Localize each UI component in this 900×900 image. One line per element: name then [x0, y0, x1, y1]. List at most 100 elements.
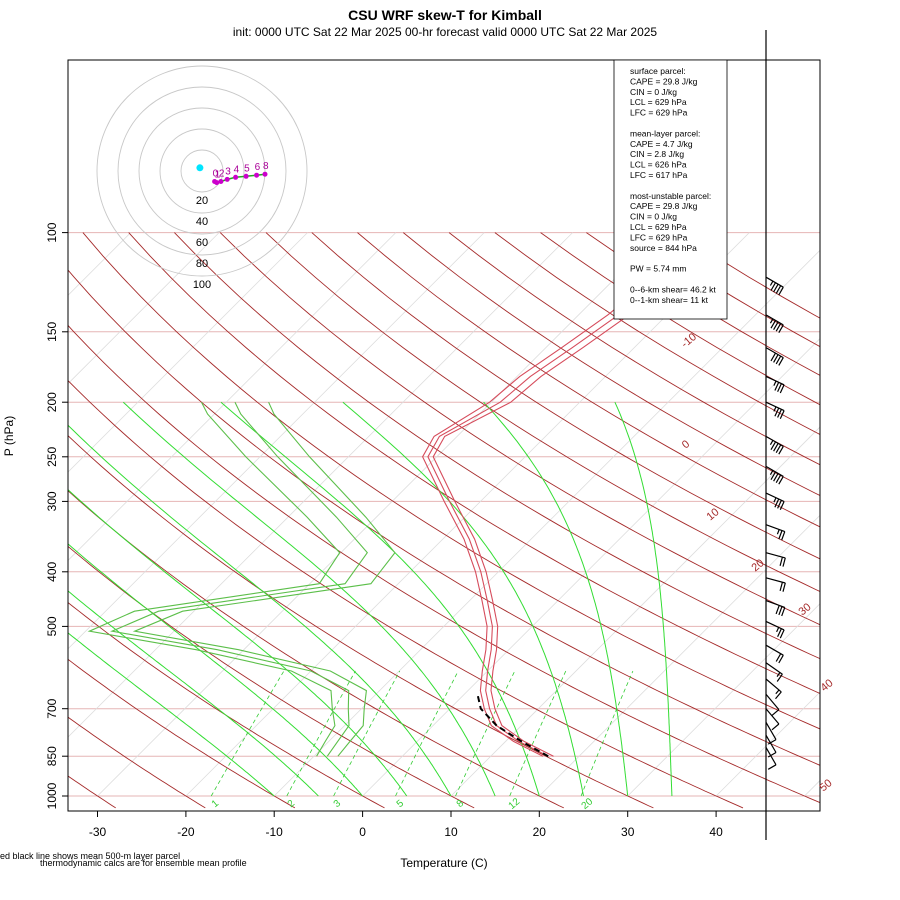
wind-barb-flag	[774, 498, 780, 508]
stats-line: CAPE = 4.7 J/kg	[630, 139, 693, 149]
wind-barbs	[765, 276, 786, 770]
x-axis-label: Temperature (C)	[400, 856, 487, 870]
moist-adiabat	[68, 590, 319, 797]
wind-barb	[765, 435, 784, 455]
x-tick-label: 40	[709, 825, 723, 839]
dewpoint-trace	[132, 401, 396, 757]
calc-note: thermodynamic calcs are for ensemble mea…	[40, 858, 247, 868]
temperature-axis: -30 -20 -10 0 10 20 30 40	[89, 811, 723, 839]
wind-barb-shaft	[765, 375, 785, 386]
y-tick-label: 850	[45, 746, 59, 766]
wind-barb-shaft	[765, 662, 783, 675]
plot-frame	[67, 59, 821, 812]
x-tick-label: -20	[177, 825, 195, 839]
wind-barb	[765, 662, 783, 682]
hodograph-point	[224, 176, 230, 182]
moist-adiabat	[68, 489, 408, 797]
stats-line: CIN = 0 J/kg	[630, 87, 677, 97]
hodograph-ring	[159, 128, 245, 214]
hodograph-ring-label: 100	[193, 279, 211, 291]
mixing-ratio-line	[580, 670, 634, 797]
wind-barb	[765, 577, 786, 592]
moist-adiabat	[122, 401, 496, 797]
stats-line: LFC = 629 hPa	[630, 232, 688, 242]
wind-barb-flag	[782, 557, 786, 567]
wind-barb-shaft	[765, 600, 786, 608]
hodograph-ring-label: 80	[196, 258, 208, 270]
stats-line: LCL = 629 hPa	[630, 222, 687, 232]
dry-adiabat	[68, 545, 475, 809]
mixing-ratio-label: 8	[455, 798, 467, 810]
hodograph-point	[262, 171, 268, 177]
y-tick-label: 250	[45, 446, 59, 466]
stats-line: mean-layer parcel:	[630, 128, 700, 138]
wind-barb-flag	[775, 474, 782, 483]
wind-barb-shaft	[765, 314, 784, 326]
wind-barb-flag	[779, 410, 785, 420]
wind-barb-shaft	[765, 401, 785, 412]
x-tick-label: 30	[621, 825, 635, 839]
dewpoint-trace	[110, 401, 368, 757]
wind-barb-flag	[779, 384, 785, 394]
dry-adiabat	[128, 232, 820, 694]
wind-barb-flag	[770, 441, 777, 450]
wind-barb-shaft	[765, 708, 780, 725]
wind-barb-half-flag	[775, 689, 780, 695]
dry-adiabat	[68, 601, 385, 809]
x-tick-label: -30	[89, 825, 107, 839]
chart-title: CSU WRF skew-T for Kimball	[348, 7, 542, 23]
temperature-trace	[427, 255, 691, 757]
wind-barb-flag	[767, 764, 777, 770]
wind-barb	[765, 734, 777, 758]
isotherm	[68, 232, 397, 561]
wind-barb	[765, 401, 785, 420]
stats-line: LCL = 626 hPa	[630, 160, 687, 170]
wind-barb-flag	[778, 654, 784, 664]
mixing-ratio-label: 20	[580, 796, 596, 812]
hodograph-point-label: 8	[263, 161, 269, 172]
mixing-ratio-label: 3	[332, 798, 344, 810]
wind-barb-flag	[767, 739, 777, 745]
isotherm	[715, 691, 820, 797]
moist-adiabat	[342, 401, 584, 797]
isotherm	[627, 603, 820, 797]
dry-adiabat	[219, 232, 820, 626]
wind-barb-shaft	[765, 276, 784, 288]
stats-line: 0--1-km shear= 11 kt	[630, 295, 709, 305]
dry-adiabat	[311, 232, 820, 560]
wind-barb-flag	[778, 530, 783, 540]
mixing-ratio-labels: 1 2 3 5 8 12 20	[210, 796, 596, 812]
parcel-trace	[476, 694, 549, 758]
mixing-ratio-line	[509, 670, 567, 797]
moist-adiabat	[68, 543, 363, 797]
wind-barb-flag	[781, 607, 786, 617]
stats-line: CIN = 2.8 J/kg	[630, 149, 684, 159]
wind-barb-flag	[775, 285, 782, 294]
wind-barb-shaft	[765, 465, 784, 477]
wind-barb-flag	[770, 352, 777, 362]
stats-line: CAPE = 29.8 J/kg	[630, 201, 698, 211]
mixing-ratio-line	[286, 670, 356, 797]
y-tick-label: 150	[45, 321, 59, 341]
y-tick-label: 700	[45, 698, 59, 718]
x-tick-label: 0	[359, 825, 366, 839]
x-tick-label: -10	[266, 825, 284, 839]
dry-adiabat	[68, 716, 206, 809]
wind-barb-flag	[771, 709, 780, 716]
hodograph-point-label: 2	[219, 169, 225, 180]
isotherm	[68, 232, 308, 473]
y-tick-label: 300	[45, 491, 59, 511]
wind-barb-shaft	[765, 678, 782, 693]
stats-line: source = 844 hPa	[630, 243, 697, 253]
dry-adiabat	[174, 232, 820, 660]
wind-barb	[765, 276, 784, 296]
wind-barb-flag	[778, 357, 784, 366]
hodograph-ring-label: 20	[196, 195, 208, 207]
isotherm	[539, 514, 820, 797]
stats-line: PW = 5.74 mm	[630, 264, 686, 274]
wind-barb-flag	[770, 320, 777, 329]
wind-barb-flag	[775, 691, 782, 700]
isotherm	[68, 232, 573, 738]
